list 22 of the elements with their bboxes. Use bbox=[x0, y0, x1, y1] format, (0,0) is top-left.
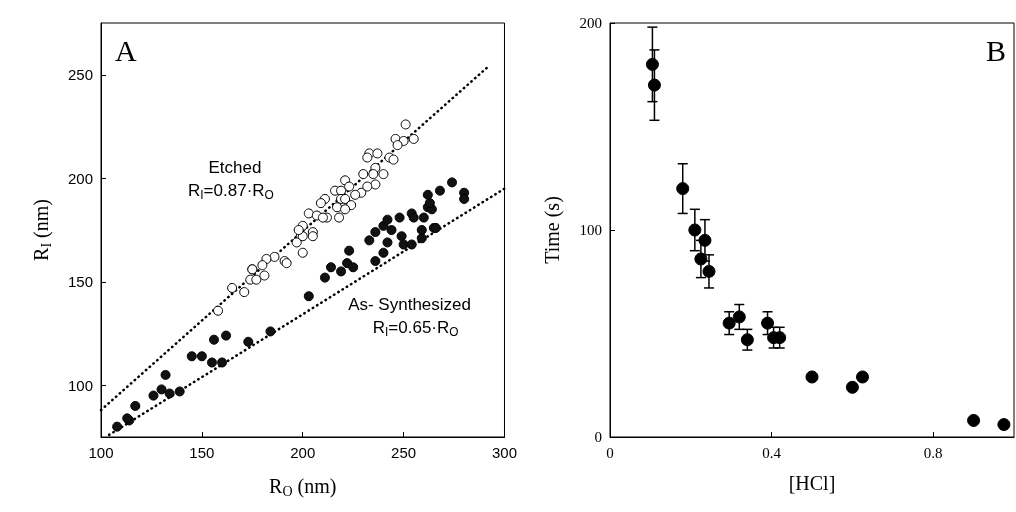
y-tick-label: 150 bbox=[67, 273, 93, 291]
x-tick-label: 0 bbox=[606, 444, 614, 461]
y-axis-title: RI (nm) bbox=[29, 199, 54, 261]
y-tick-label: 200 bbox=[67, 169, 93, 187]
y-tick-label: 100 bbox=[67, 376, 93, 394]
x-tick-label: 0.4 bbox=[762, 444, 782, 461]
x-tick-label: 300 bbox=[491, 444, 517, 461]
x-tick-label: 0.8 bbox=[923, 444, 943, 461]
x-tick-label: 250 bbox=[391, 444, 417, 461]
annotation: A bbox=[115, 33, 137, 67]
annotation: As- Synthesized bbox=[348, 295, 471, 315]
annotation: B bbox=[985, 33, 1007, 67]
y-axis-title: Time (s) bbox=[541, 196, 564, 264]
y-tick-label: 100 bbox=[579, 222, 602, 238]
y-tick-label: 200 bbox=[579, 15, 602, 31]
x-axis-title: [HCl] bbox=[788, 472, 836, 494]
x-tick-label: 150 bbox=[189, 444, 215, 461]
y-tick-label: 0 bbox=[594, 429, 602, 445]
x-tick-label: 200 bbox=[290, 444, 316, 461]
annotation: Etched bbox=[208, 158, 262, 178]
x-tick-label: 100 bbox=[88, 444, 114, 461]
y-tick-label: 250 bbox=[67, 66, 93, 84]
